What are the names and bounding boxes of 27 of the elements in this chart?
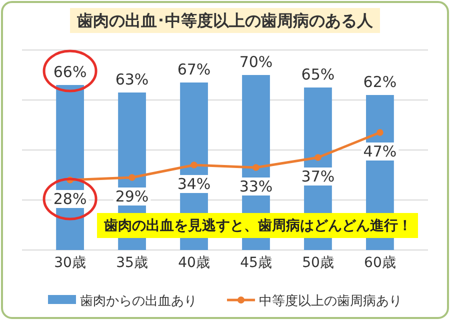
point (128, 174, 136, 181)
x-tick-label: 50歳 (302, 255, 334, 271)
x-tick-label: 35歳 (116, 255, 148, 271)
data-label: 65% (301, 66, 335, 84)
data-label: 33% (239, 178, 273, 196)
point (252, 164, 260, 171)
point (314, 154, 322, 161)
data-label: 70% (239, 53, 273, 71)
x-tick-label: 30歳 (54, 255, 86, 271)
data-label: 37% (301, 168, 335, 186)
annotation: 歯肉の出血を見逃すと、歯周病はどんどん進行！ (103, 217, 412, 234)
legend-label: 歯肉からの出血あり (80, 294, 197, 309)
data-label: 47% (363, 142, 397, 160)
data-label: 67% (177, 60, 211, 78)
x-tick-label: 60歳 (364, 255, 396, 271)
data-label: 62% (363, 73, 397, 91)
data-label: 66% (53, 63, 87, 81)
data-label: 29% (115, 188, 149, 206)
chart-title: 歯肉の出血･中等度以上の歯周病のある人 (76, 11, 374, 30)
data-label: 28% (53, 190, 87, 208)
legend-label: 中等度以上の歯周病あり (259, 293, 402, 309)
data-label: 34% (177, 175, 211, 193)
point (376, 129, 384, 136)
x-tick-label: 40歳 (178, 255, 210, 271)
point (190, 162, 198, 168)
x-tick-label: 45歳 (240, 255, 272, 271)
data-label: 63% (115, 70, 149, 88)
